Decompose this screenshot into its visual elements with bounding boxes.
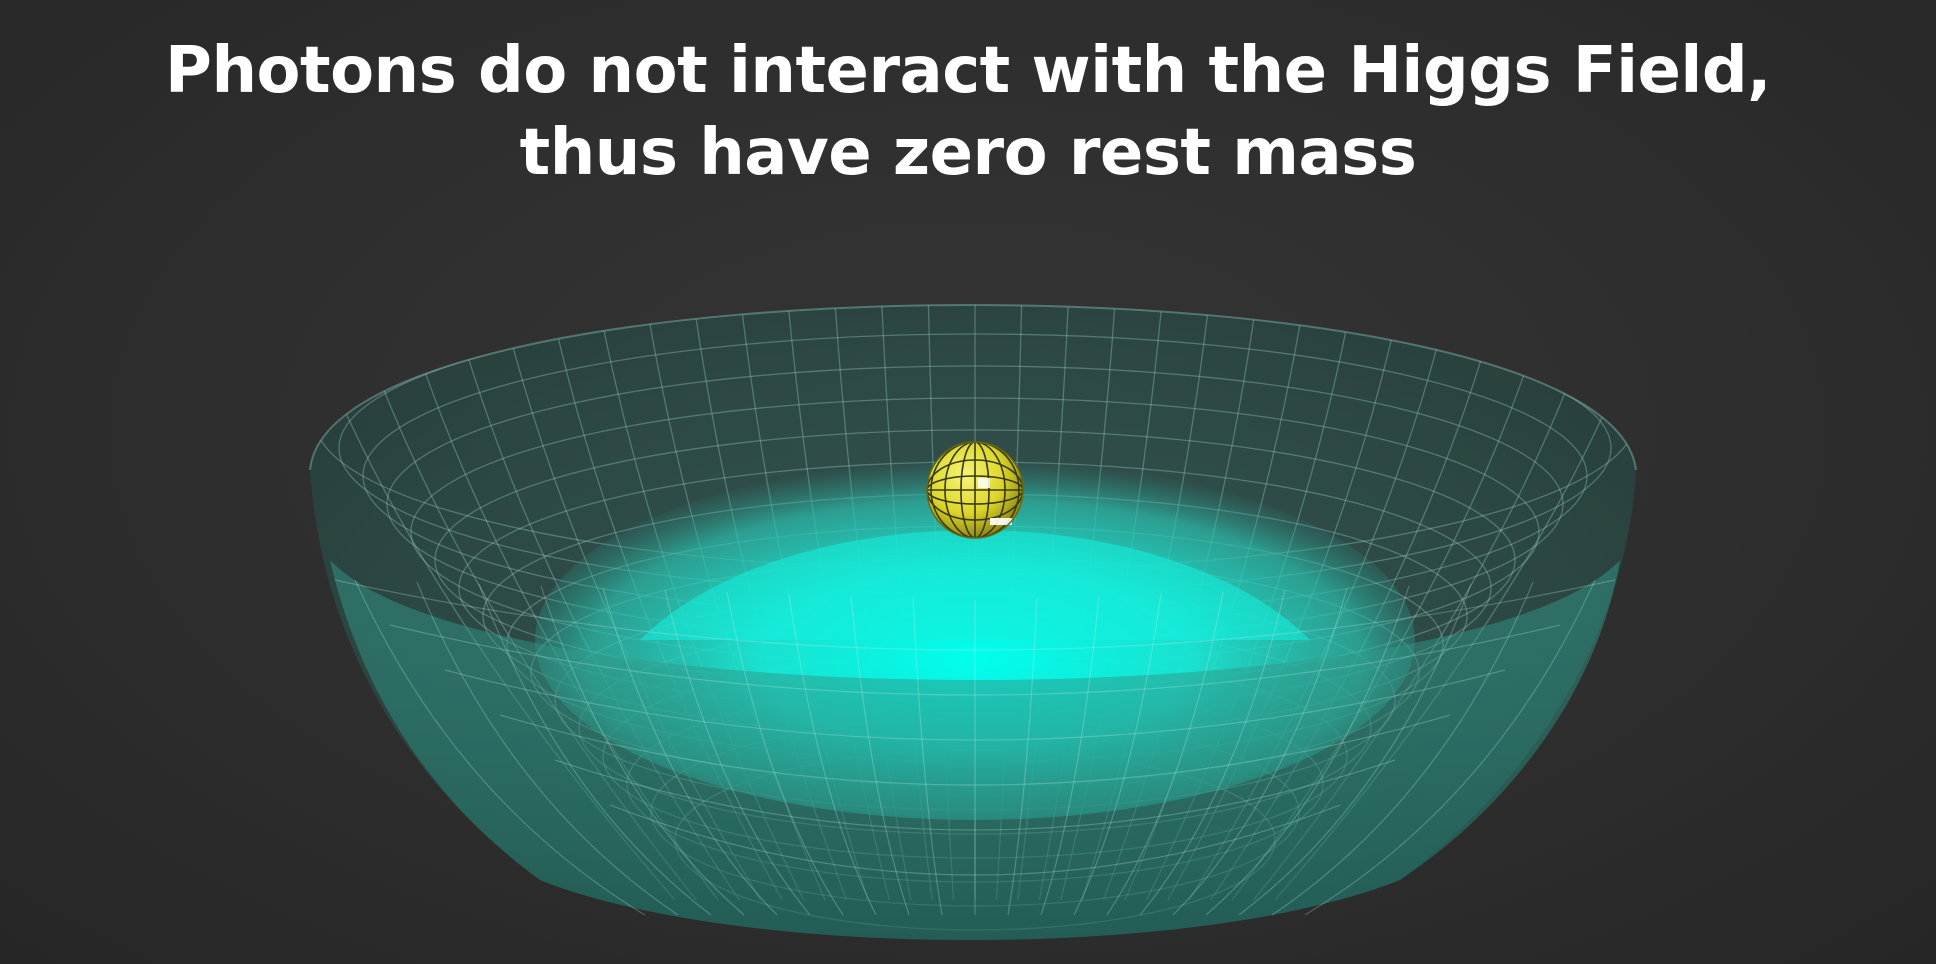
front-mesh-line bbox=[354, 579, 646, 916]
front-mesh-line bbox=[1106, 591, 1224, 916]
front-mesh-arc bbox=[609, 804, 1341, 876]
front-mesh-line bbox=[1172, 587, 1348, 916]
photon-sphere-icon bbox=[926, 441, 1024, 539]
caption-line-2: thus have zero rest mass bbox=[519, 116, 1417, 190]
front-mesh-arc bbox=[554, 759, 1396, 831]
front-mesh-line bbox=[1139, 589, 1286, 916]
front-mesh-arc bbox=[499, 714, 1451, 786]
front-mesh-line bbox=[602, 587, 778, 916]
front-mesh-arc bbox=[444, 669, 1506, 741]
front-mesh-line bbox=[416, 581, 679, 916]
front-mesh-line bbox=[912, 597, 943, 916]
bowl-front-mesh bbox=[334, 579, 1616, 916]
bowl-rim-outline bbox=[309, 304, 1637, 471]
slide-caption: Photons do not interact with the Higgs F… bbox=[0, 30, 1936, 194]
front-mesh-arc bbox=[389, 624, 1561, 696]
front-mesh-line bbox=[1304, 579, 1596, 916]
front-mesh-line bbox=[788, 593, 877, 916]
front-mesh-line bbox=[1007, 597, 1038, 916]
front-mesh-line bbox=[726, 591, 844, 916]
front-mesh-line bbox=[850, 595, 910, 916]
front-mesh-line bbox=[1040, 595, 1100, 916]
front-mesh-line bbox=[1271, 581, 1534, 916]
front-mesh-line bbox=[664, 589, 811, 916]
front-mesh-line bbox=[1205, 585, 1410, 916]
front-mesh-line bbox=[1238, 583, 1472, 916]
front-mesh-line bbox=[540, 585, 745, 916]
front-mesh-line bbox=[478, 583, 712, 916]
front-mesh-line bbox=[1073, 593, 1162, 916]
caption-line-1: Photons do not interact with the Higgs F… bbox=[165, 34, 1771, 108]
bowl-front-rim bbox=[330, 560, 1620, 940]
field-mound-top bbox=[640, 530, 1310, 640]
front-mesh-arc bbox=[334, 579, 1616, 651]
